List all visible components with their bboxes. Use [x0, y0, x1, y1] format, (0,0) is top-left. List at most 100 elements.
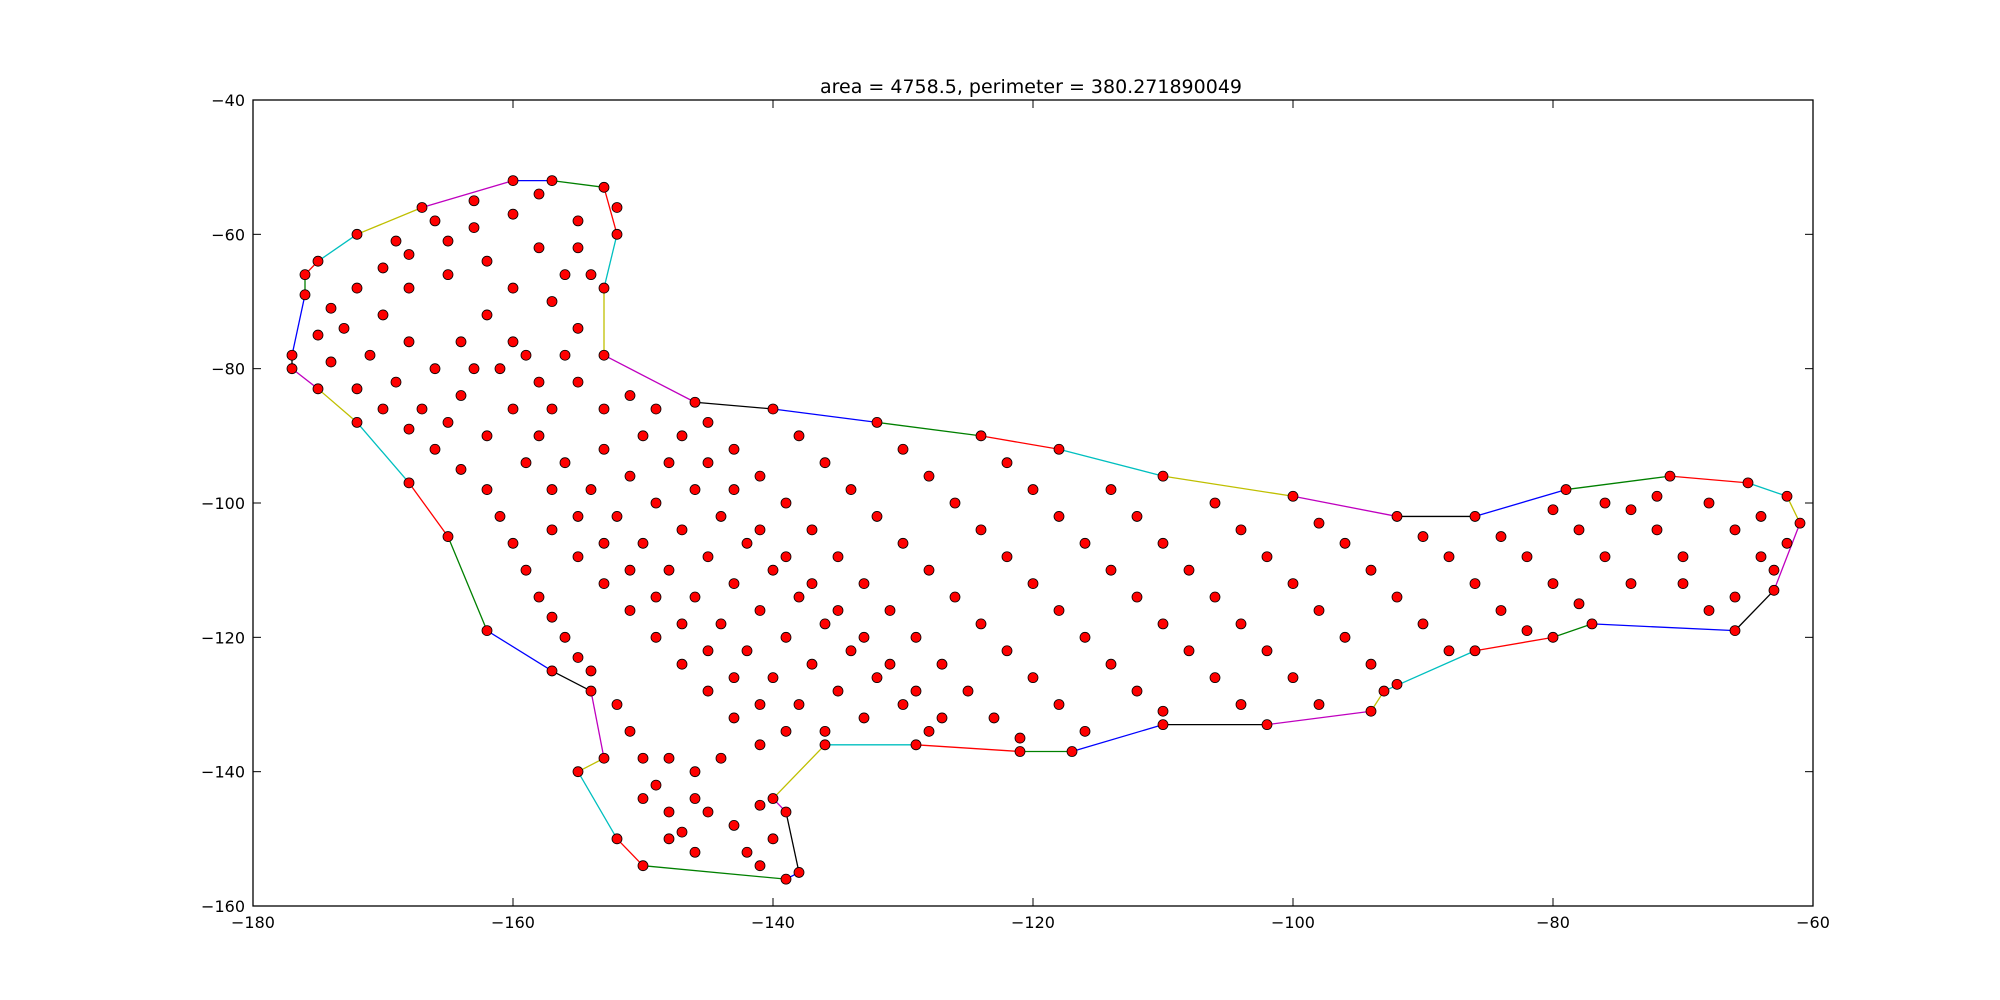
data-point: [728, 484, 740, 495]
data-point: [689, 484, 701, 495]
hull-vertex-point: [1378, 685, 1390, 697]
data-point: [533, 591, 545, 603]
data-point: [598, 443, 610, 455]
data-point: [1677, 551, 1689, 563]
hull-vertex-point: [1014, 746, 1026, 757]
hull-edge: [1162, 475, 1294, 497]
x-tick-label: −160: [491, 913, 535, 932]
data-point: [741, 645, 753, 657]
x-tick-label: −100: [1271, 913, 1315, 932]
data-point: [1469, 578, 1481, 589]
data-point: [1183, 564, 1195, 576]
data-points: [286, 175, 1806, 885]
data-point: [754, 739, 766, 751]
data-point: [1027, 484, 1039, 495]
hull-vertex-point: [689, 396, 701, 408]
hull-edge: [408, 482, 449, 537]
data-point: [936, 658, 948, 670]
data-point: [507, 336, 519, 348]
data-point: [546, 403, 558, 415]
hull-edge: [694, 401, 774, 410]
data-point: [676, 524, 688, 536]
data-point: [1677, 578, 1689, 589]
hull-vertex-point: [793, 867, 805, 878]
data-point: [819, 618, 831, 630]
data-point: [663, 457, 675, 469]
data-point: [689, 846, 701, 858]
hull-vertex-point: [1469, 511, 1481, 522]
data-point: [572, 322, 584, 334]
data-point: [364, 349, 376, 361]
hull-vertex-point: [598, 181, 610, 193]
data-point: [728, 672, 740, 684]
data-point: [637, 752, 649, 764]
data-point: [832, 605, 844, 616]
data-point: [1235, 699, 1247, 710]
data-point: [1235, 524, 1247, 536]
data-point: [624, 564, 636, 576]
hull-vertex-point: [598, 349, 610, 361]
data-point: [351, 282, 363, 294]
data-point: [494, 511, 506, 522]
hull-edge: [291, 294, 306, 356]
data-point: [1079, 725, 1091, 737]
data-point: [429, 363, 441, 375]
hull-vertex-point: [1560, 484, 1572, 495]
data-point: [936, 712, 948, 724]
data-point: [1183, 645, 1195, 657]
data-point: [1235, 618, 1247, 630]
data-point: [520, 349, 532, 361]
hull-vertex-point: [871, 416, 883, 428]
hull-vertex-point: [507, 175, 519, 187]
hull-edge: [876, 421, 982, 437]
data-point: [1209, 672, 1221, 684]
data-point: [1014, 732, 1026, 744]
hull-vertex-point: [286, 363, 298, 375]
hull-vertex-point: [416, 202, 428, 213]
hull-edge: [785, 811, 800, 873]
hull-vertex-point: [767, 403, 779, 415]
data-point: [429, 443, 441, 455]
data-point: [637, 793, 649, 804]
data-point: [1261, 551, 1273, 563]
data-point: [624, 605, 636, 616]
x-tick-label: −80: [1536, 913, 1570, 932]
data-point: [780, 725, 792, 737]
data-point: [637, 430, 649, 442]
hull-vertex-point: [1157, 719, 1169, 731]
hull-vertex-point: [546, 665, 558, 677]
data-point: [403, 282, 415, 294]
data-point: [572, 652, 584, 663]
data-point: [910, 685, 922, 697]
data-point: [1651, 524, 1663, 536]
hull-vertex-point: [299, 289, 311, 301]
hull-edge: [1669, 475, 1749, 484]
data-point: [1027, 672, 1039, 684]
data-point: [715, 752, 727, 764]
hull-edge: [317, 233, 358, 262]
data-point: [1313, 699, 1325, 710]
data-point: [1573, 524, 1585, 536]
data-point: [624, 725, 636, 737]
data-point: [1105, 564, 1117, 576]
hull-vertex-point: [403, 477, 415, 489]
data-point: [1443, 551, 1455, 563]
data-point: [1339, 537, 1351, 549]
data-point: [559, 349, 571, 361]
data-point: [546, 524, 558, 536]
data-point: [1417, 618, 1429, 630]
y-tick-label: −120: [201, 628, 245, 647]
data-point: [754, 605, 766, 616]
data-point: [494, 363, 506, 375]
data-point: [481, 255, 493, 267]
data-point: [1547, 578, 1559, 589]
data-point: [949, 497, 961, 509]
data-point: [767, 833, 779, 845]
hull-edge: [616, 838, 644, 867]
hull-edge: [1266, 710, 1372, 726]
data-point: [1768, 564, 1780, 576]
hull-edge: [603, 234, 618, 289]
data-point: [650, 497, 662, 509]
hull-edge: [486, 630, 553, 672]
hull-vertex-point: [299, 269, 311, 281]
